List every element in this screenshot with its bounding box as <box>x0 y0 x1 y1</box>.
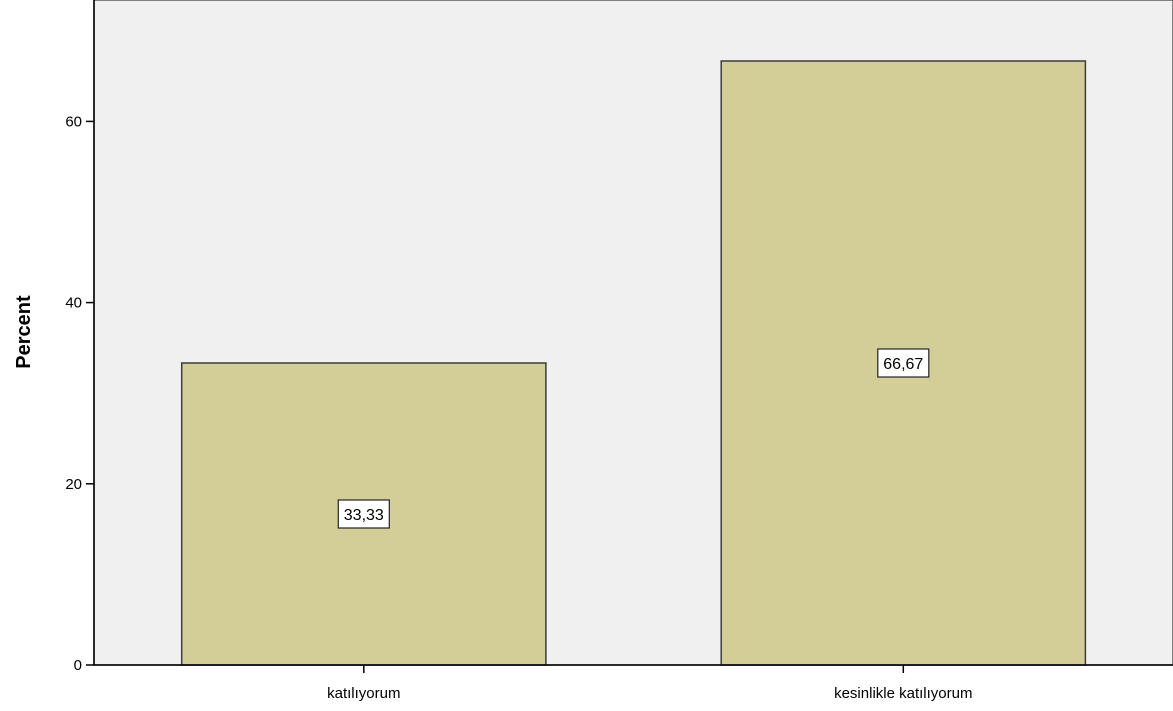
data-label-box <box>337 499 390 529</box>
y-ticks-layer: 0 20 40 60 <box>65 113 94 674</box>
y-tick-label: 60 <box>65 113 82 130</box>
data-labels-layer: 33,33 66,67 <box>337 348 930 529</box>
x-tick-label: kesinlikle katılıyorum <box>834 685 972 702</box>
data-label: 66,67 <box>883 356 923 373</box>
y-tick-label: 20 <box>65 476 82 493</box>
y-tick-label: 0 <box>74 657 82 674</box>
y-axis-title: Percent <box>13 295 35 369</box>
x-tick-label: katılıyorum <box>327 685 400 702</box>
data-label: 33,33 <box>344 507 384 524</box>
x-ticks-layer: katılıyorum kesinlikle katılıyorum <box>327 665 972 702</box>
y-tick-label: 40 <box>65 295 82 312</box>
data-label-box <box>877 348 930 378</box>
